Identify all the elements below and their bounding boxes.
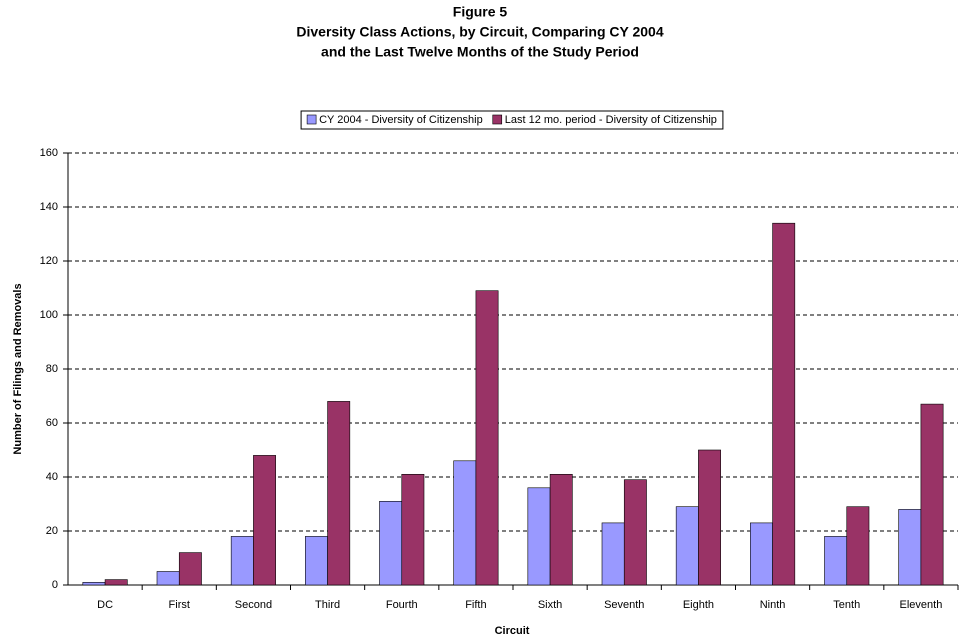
x-tick-label: Tenth — [833, 599, 860, 611]
bar — [475, 290, 499, 586]
bar — [401, 473, 425, 586]
chart-title: Diversity Class Actions, by Circuit, Com… — [296, 24, 663, 40]
bar — [772, 222, 796, 586]
bar — [253, 455, 276, 586]
x-tick-label: Eleventh — [900, 599, 943, 611]
x-tick-label: Sixth — [538, 599, 562, 611]
bar — [305, 536, 328, 586]
x-axis-label: Circuit — [495, 625, 530, 637]
bar — [920, 403, 944, 586]
chart-title: and the Last Twelve Months of the Study … — [321, 44, 639, 60]
bar — [750, 522, 773, 586]
y-tick-label: 120 — [40, 255, 58, 267]
legend-label: Last 12 mo. period - Diversity of Citize… — [505, 114, 717, 126]
bar — [549, 473, 573, 586]
legend-swatch — [492, 114, 503, 125]
bar — [379, 500, 403, 586]
x-tick-label: Seventh — [604, 599, 644, 611]
x-tick-label: Eighth — [683, 599, 714, 611]
x-tick-label: Second — [235, 599, 272, 611]
y-tick-label: 0 — [52, 579, 58, 591]
bar — [453, 460, 477, 586]
bar — [82, 581, 106, 586]
y-tick-label: 80 — [46, 363, 58, 375]
bar — [675, 506, 699, 586]
x-tick-label: Fifth — [465, 599, 486, 611]
bar — [698, 449, 721, 586]
bar — [824, 536, 848, 586]
x-tick-label: First — [169, 599, 190, 611]
x-tick-label: Fourth — [386, 599, 418, 611]
legend-box — [300, 110, 724, 130]
legend-label: CY 2004 - Diversity of Citizenship — [319, 114, 483, 126]
y-tick-label: 140 — [40, 201, 58, 213]
bar — [898, 509, 922, 586]
y-tick-label: 60 — [46, 417, 58, 429]
bar — [846, 506, 870, 586]
bar — [230, 536, 254, 586]
bar — [527, 487, 551, 586]
bar — [623, 479, 647, 586]
y-tick-label: 160 — [40, 147, 58, 159]
x-tick-label: Third — [315, 599, 340, 611]
y-tick-label: 40 — [46, 471, 58, 483]
bar — [104, 579, 128, 586]
y-tick-label: 100 — [40, 309, 58, 321]
bar — [178, 552, 202, 586]
y-axis-label: Number of Filings and Removals — [12, 283, 24, 454]
legend-swatch — [306, 114, 317, 125]
x-tick-label: Ninth — [760, 599, 786, 611]
chart-title: Figure 5 — [453, 4, 508, 20]
bar — [601, 522, 625, 586]
y-tick-label: 20 — [46, 525, 58, 537]
bar — [156, 571, 180, 586]
bar — [327, 401, 351, 586]
x-tick-label: DC — [97, 599, 113, 611]
